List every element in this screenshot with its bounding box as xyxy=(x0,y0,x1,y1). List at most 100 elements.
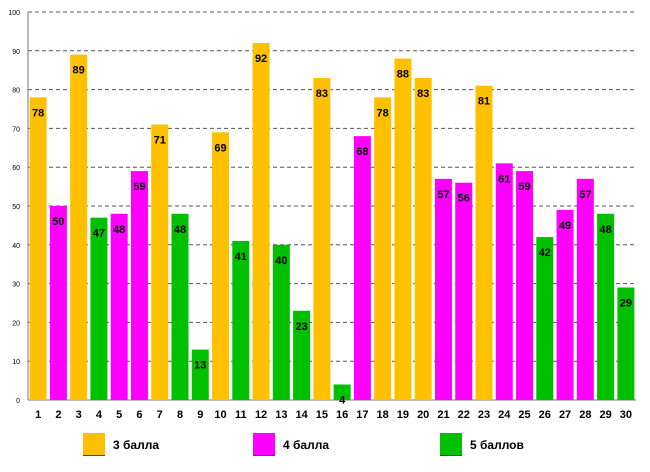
data-label: 57 xyxy=(579,189,591,201)
y-tick-label: 0 xyxy=(16,398,20,405)
data-label: 78 xyxy=(377,107,389,119)
bar xyxy=(617,287,635,400)
data-label: 89 xyxy=(73,65,85,77)
x-tick-label: 6 xyxy=(136,409,142,421)
bar xyxy=(70,54,88,401)
x-tick-label: 1 xyxy=(35,409,41,421)
legend-item-3-balla: 3 балла xyxy=(83,433,159,456)
bar xyxy=(90,217,108,400)
y-tick-label: 60 xyxy=(12,165,20,172)
x-tick-label: 9 xyxy=(197,409,203,421)
data-label: 81 xyxy=(478,96,490,108)
data-label: 68 xyxy=(356,146,368,158)
legend-swatch-4-balla xyxy=(253,433,275,456)
bar xyxy=(110,213,128,400)
x-tick-label: 8 xyxy=(177,409,183,421)
bar xyxy=(353,136,371,400)
x-tick-label: 28 xyxy=(579,409,591,421)
data-label: 78 xyxy=(32,107,44,119)
legend-item-5-ballov: 5 баллов xyxy=(440,433,524,456)
bar xyxy=(556,209,574,400)
data-label: 59 xyxy=(133,181,145,193)
bar xyxy=(434,178,452,400)
data-label: 13 xyxy=(194,360,206,372)
data-label: 57 xyxy=(437,189,449,201)
data-label: 71 xyxy=(154,135,166,147)
data-label: 47 xyxy=(93,228,105,240)
data-label: 48 xyxy=(599,224,611,236)
x-tick-label: 11 xyxy=(235,409,247,421)
data-label: 40 xyxy=(275,255,287,267)
data-label: 48 xyxy=(113,224,125,236)
data-label: 88 xyxy=(397,69,409,81)
x-tick-label: 4 xyxy=(96,409,103,421)
x-tick-label: 7 xyxy=(157,409,163,421)
legend-swatch-3-balla xyxy=(83,433,105,456)
bar xyxy=(495,163,513,400)
y-tick-label: 30 xyxy=(12,282,20,289)
bar xyxy=(374,97,392,401)
x-tick-label: 19 xyxy=(397,409,409,421)
x-tick-label: 2 xyxy=(55,409,61,421)
x-tick-label: 27 xyxy=(559,409,571,421)
data-label: 4 xyxy=(339,394,346,406)
legend-label-3-balla: 3 балла xyxy=(113,437,160,452)
bar xyxy=(516,171,534,400)
data-label: 50 xyxy=(52,216,64,228)
x-tick-label: 10 xyxy=(214,409,226,421)
bar xyxy=(272,244,290,400)
x-tick-label: 26 xyxy=(539,409,551,421)
data-label: 92 xyxy=(255,53,267,65)
y-tick-label: 80 xyxy=(12,88,20,95)
x-tick-label: 17 xyxy=(356,409,368,421)
bar xyxy=(597,213,615,400)
y-tick-label: 40 xyxy=(12,243,20,250)
bar xyxy=(455,182,473,400)
bar xyxy=(232,240,250,400)
legend-swatch-5-ballov xyxy=(440,433,462,456)
x-tick-label: 14 xyxy=(295,409,308,421)
x-tick-label: 30 xyxy=(620,409,632,421)
data-label: 61 xyxy=(498,173,510,185)
x-tick-label: 13 xyxy=(275,409,287,421)
data-label: 49 xyxy=(559,220,571,232)
data-label: 56 xyxy=(458,193,470,205)
data-label: 59 xyxy=(518,181,530,193)
legend-label-4-balla: 4 балла xyxy=(283,437,330,452)
data-label: 42 xyxy=(539,247,551,259)
data-label: 83 xyxy=(316,88,328,100)
x-tick-label: 29 xyxy=(599,409,611,421)
bar xyxy=(171,213,189,400)
bar xyxy=(293,310,311,400)
x-tick-label: 25 xyxy=(518,409,530,421)
bar xyxy=(151,124,169,401)
data-label: 48 xyxy=(174,224,186,236)
data-label: 29 xyxy=(620,297,632,309)
bar xyxy=(29,97,47,401)
y-tick-label: 10 xyxy=(12,359,20,366)
data-label: 69 xyxy=(214,142,226,154)
x-tick-label: 18 xyxy=(377,409,389,421)
bar xyxy=(191,349,209,400)
bar xyxy=(212,132,230,400)
x-tick-label: 21 xyxy=(437,409,449,421)
bar xyxy=(333,384,351,400)
x-tick-label: 3 xyxy=(76,409,82,421)
x-tick-label: 16 xyxy=(336,409,348,421)
bar xyxy=(252,43,270,400)
y-tick-label: 20 xyxy=(12,320,20,327)
x-tick-label: 23 xyxy=(478,409,490,421)
x-tick-label: 20 xyxy=(417,409,429,421)
bar xyxy=(576,178,594,400)
bar xyxy=(414,77,432,401)
y-tick-label: 100 xyxy=(8,10,20,17)
y-tick-label: 70 xyxy=(12,126,20,133)
bar-chart: 0102030405060708090100781502893474485596… xyxy=(8,10,636,421)
data-label: 41 xyxy=(235,251,247,263)
x-tick-label: 5 xyxy=(116,409,122,421)
x-tick-label: 12 xyxy=(255,409,267,421)
bar xyxy=(130,171,148,400)
data-label: 23 xyxy=(295,321,307,333)
x-tick-label: 24 xyxy=(498,409,511,421)
legend-item-4-balla: 4 балла xyxy=(253,433,329,456)
